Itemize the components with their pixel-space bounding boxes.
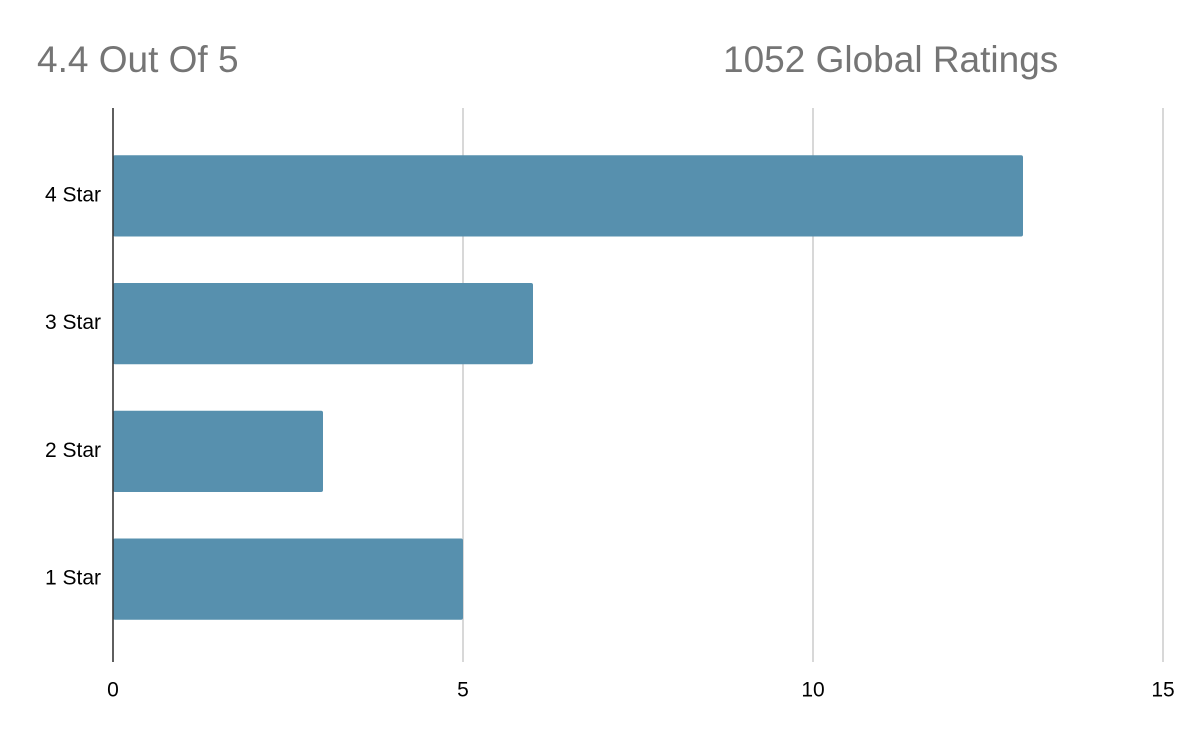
y-tick-label: 2 Star <box>45 439 101 462</box>
y-tick-label: 1 Star <box>45 567 101 590</box>
x-tick-label: 10 <box>801 679 824 702</box>
y-tick-label: 4 Star <box>45 183 101 206</box>
y-tick-label: 3 Star <box>45 311 101 334</box>
chart-subtitle: 1052 Global Ratings <box>723 39 1058 80</box>
bar <box>113 283 533 365</box>
x-tick-label: 0 <box>107 679 119 702</box>
chart-title: 4.4 Out Of 5 <box>37 39 239 80</box>
x-tick-label: 15 <box>1151 679 1174 702</box>
bar <box>113 410 323 492</box>
bar <box>113 155 1023 237</box>
bar <box>113 538 463 620</box>
x-tick-label: 5 <box>457 679 469 702</box>
